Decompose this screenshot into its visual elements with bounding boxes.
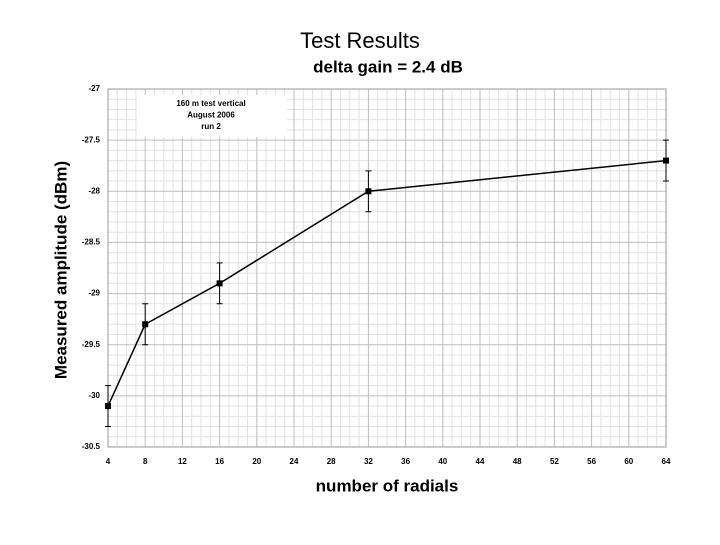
x-tick-label: 44 (476, 457, 485, 466)
x-tick-label: 24 (290, 457, 299, 466)
x-tick-label: 40 (438, 457, 447, 466)
x-tick-label: 8 (143, 457, 148, 466)
y-axis-label: Measured amplitude (dBm) (51, 161, 70, 379)
data-point (365, 188, 372, 195)
y-tick-label: -30.5 (82, 442, 101, 451)
y-tick-label: -30 (88, 391, 100, 400)
data-point (142, 321, 149, 328)
x-tick-label: 28 (327, 457, 336, 466)
x-tick-label: 48 (513, 457, 522, 466)
y-tick-label: -27.5 (82, 135, 101, 144)
y-tick-label: -27 (88, 84, 100, 93)
y-tick-label: -28 (88, 186, 100, 195)
x-tick-label: 20 (252, 457, 261, 466)
annotation-box (137, 95, 287, 137)
data-point (663, 157, 669, 164)
x-tick-label: 56 (587, 457, 596, 466)
data-point (105, 403, 111, 410)
chart-title: Test Results (300, 28, 420, 53)
x-tick-label: 4 (106, 457, 111, 466)
y-tick-label: -28.5 (82, 238, 101, 247)
plot-frame (107, 88, 667, 448)
x-tick-label: 16 (215, 457, 224, 466)
annotation: run 2 (201, 122, 221, 131)
annotation: 160 m test vertical (176, 99, 245, 108)
annotation: August 2006 (187, 111, 235, 120)
x-tick-label: 60 (624, 457, 633, 466)
y-tick-label: -29.5 (82, 340, 101, 349)
x-axis-label: number of radials (316, 476, 459, 495)
x-tick-label: 12 (178, 457, 187, 466)
data-point (216, 280, 223, 287)
chart-subtitle: delta gain = 2.4 dB (313, 57, 463, 76)
x-tick-label: 36 (401, 457, 410, 466)
x-tick-label: 52 (550, 457, 559, 466)
y-tick-label: -29 (88, 289, 100, 298)
x-tick-label: 32 (364, 457, 373, 466)
x-tick-label: 64 (662, 457, 671, 466)
